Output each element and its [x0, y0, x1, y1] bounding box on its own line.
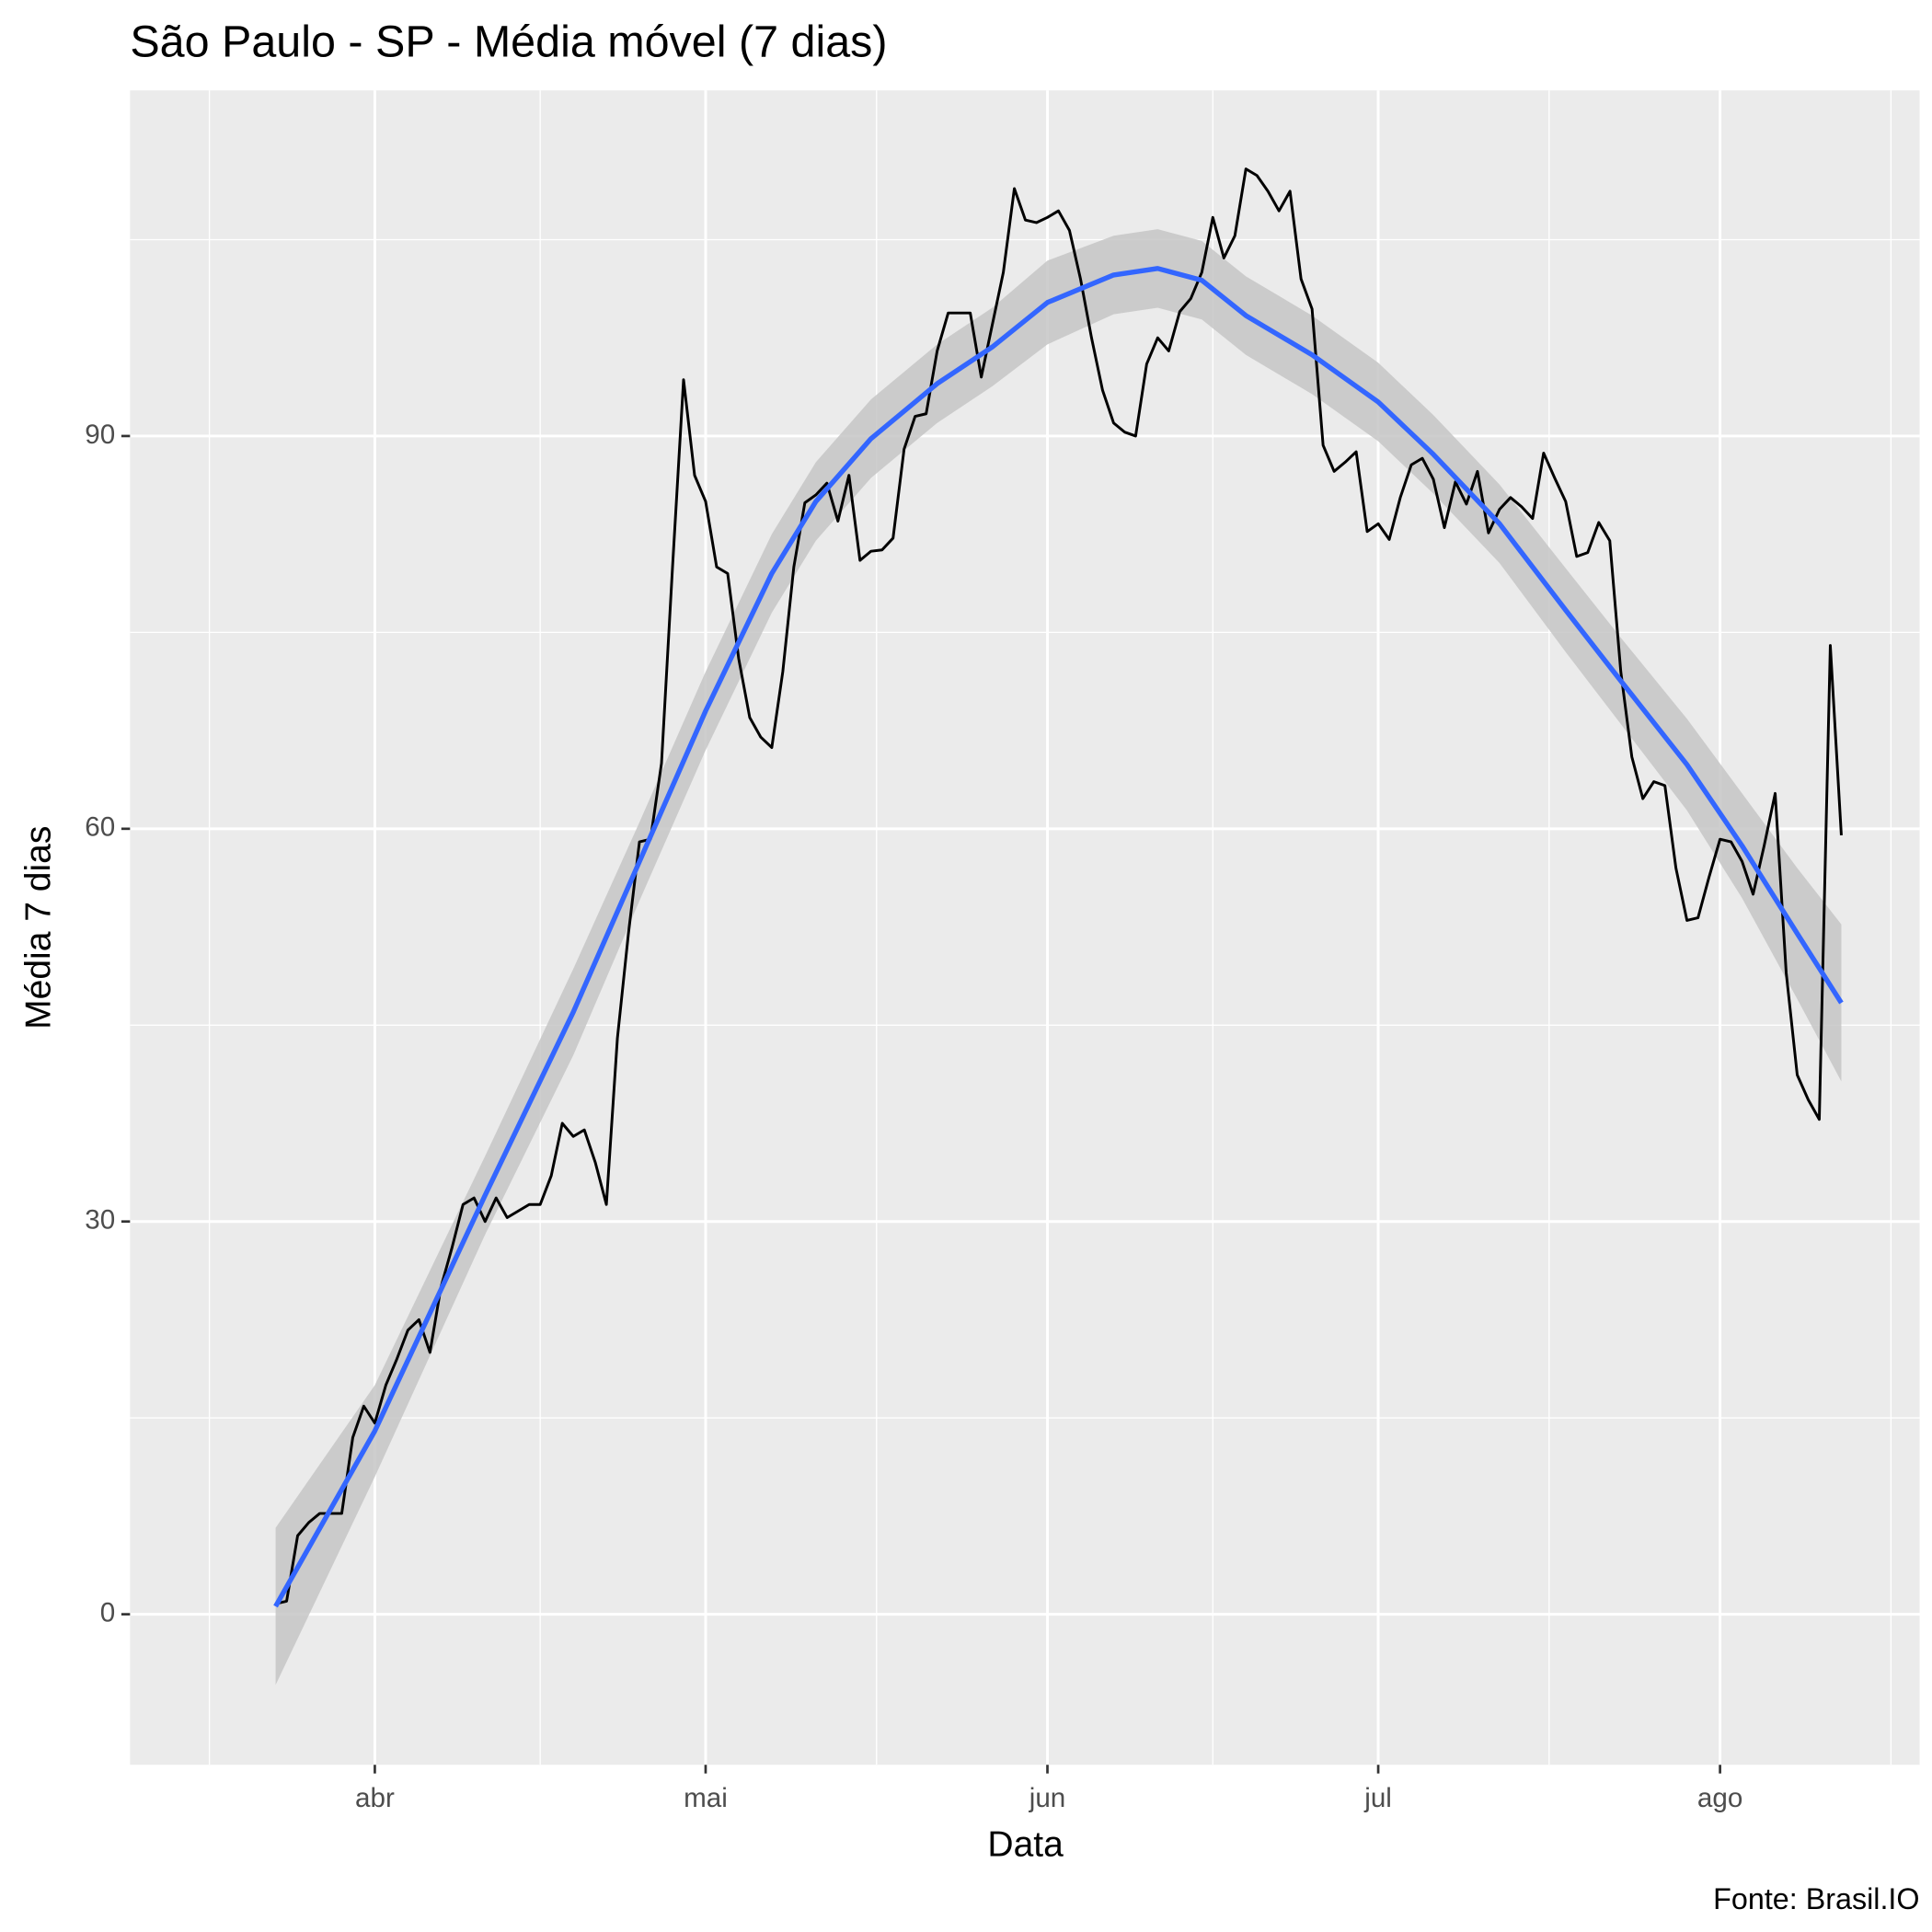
confidence-band: [275, 229, 1842, 1685]
x-tick-label: jul: [1363, 1783, 1392, 1813]
y-tick-label: 30: [85, 1205, 115, 1236]
x-tick-label: jun: [1029, 1783, 1066, 1813]
y-tick-label: 90: [85, 420, 115, 450]
data-line: [275, 167, 1843, 1605]
caption: Fonte: Brasil.IO: [1713, 1882, 1919, 1915]
grid: [130, 90, 1920, 1765]
x-tick-label: ago: [1697, 1783, 1742, 1813]
plot-panel: [130, 90, 1920, 1765]
y-tick-label: 0: [100, 1597, 115, 1627]
x-tick-label: abr: [355, 1783, 395, 1813]
chart-title: São Paulo - SP - Média móvel (7 dias): [130, 17, 887, 66]
smooth-line: [273, 266, 1844, 1608]
axes: abr mai jun jul ago 0 30 60 90: [85, 420, 1742, 1813]
x-axis-title: Data: [987, 1824, 1064, 1864]
x-tick-label: mai: [684, 1783, 728, 1813]
y-tick-label: 60: [85, 812, 115, 843]
y-axis-title: Média 7 dias: [19, 826, 59, 1029]
marks: [273, 167, 1844, 1685]
